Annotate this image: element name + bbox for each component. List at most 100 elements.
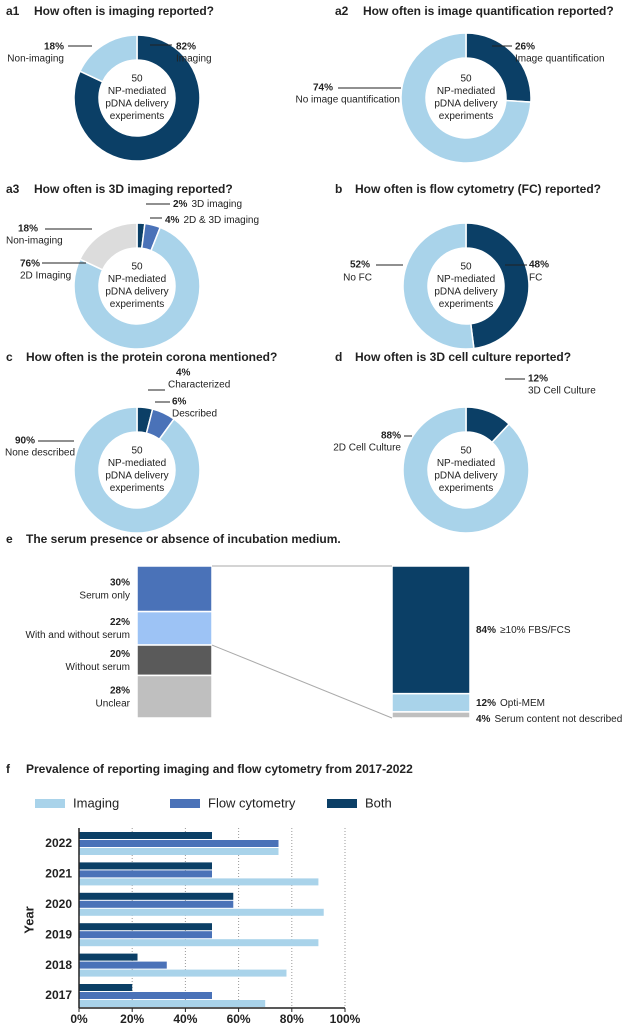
slice-value-label: 82% <box>176 42 196 53</box>
segment-name: With and without serum <box>26 630 131 641</box>
slice-label: 2% 3D imaging <box>173 199 242 210</box>
chart-title: How often is image quantification report… <box>363 4 614 18</box>
center-label: 50 <box>131 74 143 85</box>
bar-segment <box>391 565 471 695</box>
slice-name: 2D Imaging <box>20 271 71 282</box>
slice-label: 4% 2D & 3D imaging <box>165 215 259 226</box>
panel-label: b <box>335 182 342 196</box>
bar-segment <box>391 692 471 713</box>
panel-label: f <box>6 762 11 776</box>
segment-label: 4% Serum content not described <box>476 714 622 725</box>
bar <box>79 992 212 999</box>
slice-name: 2D Cell Culture <box>333 443 401 454</box>
bar <box>79 969 287 977</box>
slice-value-label: 74% <box>313 83 333 94</box>
slice-value-label: 26% <box>515 42 535 53</box>
legend-label: Flow cytometry <box>208 795 296 810</box>
segment-name: Serum content not described <box>494 714 622 725</box>
bar <box>79 961 167 969</box>
segment-value-label: 30% <box>110 577 130 588</box>
segment-name: Without serum <box>66 662 130 673</box>
slice-value-label: 90% <box>15 436 35 447</box>
center-label: experiments <box>110 483 164 494</box>
x-tick-label: 80% <box>280 1012 304 1024</box>
bar <box>79 848 279 855</box>
center-label: pDNA delivery <box>105 99 168 110</box>
legend-swatch <box>327 799 357 808</box>
panel-label: a2 <box>335 4 349 18</box>
donut-slice <box>73 226 201 350</box>
legend-swatch <box>35 799 65 808</box>
center-label: pDNA delivery <box>434 99 497 110</box>
bar <box>79 832 212 839</box>
donut-slice <box>78 222 138 271</box>
center-label: pDNA delivery <box>105 287 168 298</box>
y-tick-label: 2020 <box>45 897 72 911</box>
segment-name: Opti-MEM <box>500 697 545 708</box>
center-label: experiments <box>439 299 493 310</box>
bar <box>79 900 234 908</box>
center-label: 50 <box>460 446 472 457</box>
bar <box>79 870 212 878</box>
segment-value-label: 22% <box>110 617 130 628</box>
slice-value-label: 88% <box>381 431 401 442</box>
center-label: experiments <box>110 299 164 310</box>
legend-label: Imaging <box>73 795 119 810</box>
center-label: NP-mediated <box>108 86 166 97</box>
slice-name: No image quantification <box>295 95 400 106</box>
slice-name: Non-imaging <box>6 236 63 247</box>
slice-name: Imaging <box>176 54 212 65</box>
slice-name: Characterized <box>168 380 230 391</box>
chart-title: How often is 3D cell culture reported? <box>355 350 571 364</box>
legend-label: Both <box>365 795 392 810</box>
slice-name: No FC <box>343 273 372 284</box>
slice-value-label: 6% <box>172 397 187 408</box>
slice-name: Image quantification <box>515 54 605 65</box>
bar <box>79 984 133 991</box>
segment-label: 12% Opti-MEM <box>476 697 545 708</box>
bar <box>79 892 234 900</box>
slice-name: Described <box>172 409 217 420</box>
panel-label: d <box>335 350 342 364</box>
donut-slice <box>465 222 530 350</box>
center-label: NP-mediated <box>437 458 495 469</box>
slice-value-label: 4% <box>165 215 180 226</box>
slice-value-label: 18% <box>44 42 64 53</box>
center-label: 50 <box>460 262 472 273</box>
center-label: 50 <box>131 262 143 273</box>
slice-name: 2D & 3D imaging <box>183 215 259 226</box>
donut-slice <box>78 34 138 83</box>
donut-slice <box>73 34 201 162</box>
y-tick-label: 2018 <box>45 958 72 972</box>
donut-slice <box>73 406 201 534</box>
donut-slice <box>402 222 475 350</box>
center-label: pDNA delivery <box>105 471 168 482</box>
y-tick-label: 2017 <box>45 988 72 1002</box>
chart-title: How often is 3D imaging reported? <box>34 182 233 196</box>
slice-name: 3D imaging <box>191 199 242 210</box>
x-tick-label: 20% <box>120 1012 144 1024</box>
panel-label: c <box>6 350 13 364</box>
bar <box>79 840 279 847</box>
center-label: experiments <box>439 111 493 122</box>
segment-value-label: 4% <box>476 714 491 725</box>
bar <box>79 908 324 916</box>
segment-value-label: 12% <box>476 697 496 708</box>
zoom-line <box>211 644 393 719</box>
center-label: 50 <box>460 74 472 85</box>
panel-label: e <box>6 532 13 546</box>
bar <box>79 939 319 947</box>
y-tick-label: 2019 <box>45 927 72 941</box>
bar-segment <box>136 565 213 613</box>
bar <box>79 1000 266 1007</box>
center-label: NP-mediated <box>437 86 495 97</box>
chart-title: How often is flow cytometry (FC) reporte… <box>355 182 601 196</box>
slice-value-label: 52% <box>350 260 370 271</box>
slice-value-label: 4% <box>176 368 191 379</box>
bar-segment <box>391 711 471 719</box>
y-axis-label: Year <box>21 906 36 933</box>
center-label: NP-mediated <box>108 458 166 469</box>
chart-title: How often is the protein corona mentione… <box>26 350 277 364</box>
slice-value-label: 48% <box>529 260 549 271</box>
slice-value-label: 76% <box>20 259 40 270</box>
